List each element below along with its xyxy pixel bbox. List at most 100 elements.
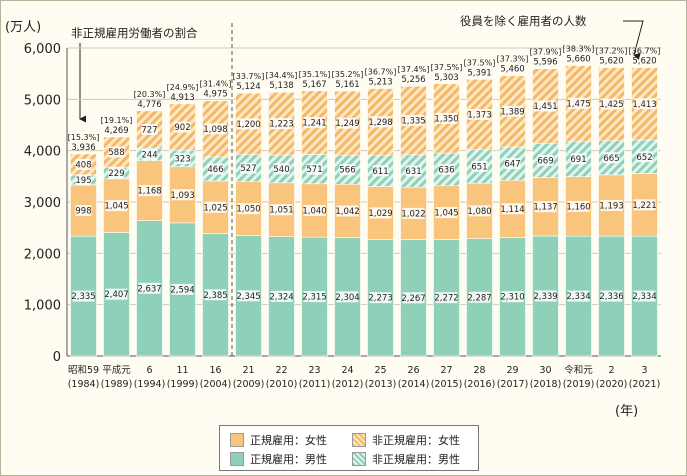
value-label-bg <box>303 117 326 129</box>
total-label: 4,975 <box>203 90 227 100</box>
bar-value-label: 669 <box>537 156 553 166</box>
value-label-bg <box>468 291 491 303</box>
value-label-bg <box>600 199 623 211</box>
value-label-bg <box>534 290 557 302</box>
bar-value-label: 647 <box>504 160 520 170</box>
bar-value-label: 195 <box>75 176 91 186</box>
x-tick-label: 24 <box>341 365 353 376</box>
bar-value-label: 244 <box>141 150 157 160</box>
value-label-bg <box>570 153 587 165</box>
value-label-bg <box>435 112 458 124</box>
total-label: 3,936 <box>71 143 95 153</box>
bar-value-label: 2,594 <box>170 285 194 295</box>
value-label-bg <box>369 116 392 128</box>
x-tick-year-label: (1989) <box>101 379 133 390</box>
value-label-bg <box>138 185 161 197</box>
bar-value-label: 2,267 <box>401 294 425 304</box>
x-tick-label: 29 <box>506 365 518 376</box>
bar-value-label: 651 <box>471 162 487 172</box>
bar-value-label: 2,345 <box>236 292 260 302</box>
total-label: 5,620 <box>599 57 623 67</box>
bar-value-label: 2,334 <box>632 292 656 302</box>
x-tick-year-label: (2013) <box>365 379 397 390</box>
value-label-bg <box>204 123 227 135</box>
total-label: 5,161 <box>335 80 359 90</box>
legend-label: 正規雇用：女性 <box>250 434 327 447</box>
value-label-bg <box>501 291 524 303</box>
bar-value-label: 1,137 <box>533 203 557 213</box>
total-annotation: 役員を除く雇用者の人数 <box>460 14 587 28</box>
bar-value-label: 1,080 <box>467 207 491 217</box>
total-label: 5,213 <box>368 77 392 87</box>
total-label: 5,138 <box>269 81 293 91</box>
value-label-bg <box>600 290 623 302</box>
value-label-bg <box>72 290 95 302</box>
bar-value-label: 1,093 <box>170 191 194 201</box>
y-tick-label: 1,000 <box>24 299 61 314</box>
total-label: 5,620 <box>632 57 656 67</box>
value-label-bg <box>534 100 557 112</box>
x-tick-year-label: (1984) <box>68 379 100 390</box>
x-tick-label: 11 <box>176 365 188 376</box>
bar-value-label: 631 <box>405 167 421 177</box>
value-label-bg <box>339 164 356 176</box>
ratio-label: [37.5%] <box>431 63 463 72</box>
value-label-bg <box>567 290 590 302</box>
bar-value-label: 998 <box>75 207 91 217</box>
x-tick-label: 23 <box>308 365 320 376</box>
bar-value-label: 1,025 <box>203 203 227 213</box>
bar-value-label: 1,335 <box>401 117 425 127</box>
value-label-bg <box>504 158 521 170</box>
bar-value-label: 1,029 <box>368 209 392 219</box>
bar-value-label: 2,310 <box>500 293 524 303</box>
legend-swatch <box>230 452 244 466</box>
bar-value-label: 727 <box>141 125 157 135</box>
bar-value-label: 323 <box>174 154 190 164</box>
value-label-bg <box>207 163 224 175</box>
value-label-bg <box>567 200 590 212</box>
total-label: 4,269 <box>104 126 128 136</box>
bar-value-label: 691 <box>570 155 586 165</box>
legend-item: 正規雇用：男性 <box>230 451 327 467</box>
value-label-bg <box>138 282 161 294</box>
unit-label: (万人) <box>5 20 41 35</box>
ratio-label: [31.4%] <box>200 80 232 89</box>
bar-value-label: 466 <box>207 165 223 175</box>
value-label-bg <box>600 98 623 110</box>
value-label-bg <box>603 152 620 164</box>
legend-label: 正規雇用：男性 <box>250 453 327 466</box>
ratio-label: [34.4%] <box>266 71 298 80</box>
total-label: 5,167 <box>302 80 326 90</box>
bar-value-label: 2,407 <box>104 290 128 300</box>
value-label-bg <box>204 201 227 213</box>
x-tick-label: 昭和59 <box>68 365 99 376</box>
bar-value-label: 902 <box>174 123 190 133</box>
bar-value-label: 1,200 <box>236 120 260 130</box>
legend-label: 非正規雇用：男性 <box>372 453 460 466</box>
bar-value-label: 1,425 <box>599 100 623 110</box>
bar-value-label: 1,040 <box>302 206 326 216</box>
bar-value-label: 1,042 <box>335 207 359 217</box>
bar-value-label: 527 <box>240 164 256 174</box>
total-label: 5,660 <box>566 54 590 64</box>
bar-value-label: 1,350 <box>434 114 458 124</box>
x-tick-label: 21 <box>242 365 254 376</box>
value-label-bg <box>303 204 326 216</box>
bar-value-label: 566 <box>339 166 355 176</box>
x-tick-label: 平成元 <box>102 364 131 376</box>
value-label-bg <box>372 165 389 177</box>
bar-value-label: 2,385 <box>203 291 227 301</box>
value-label-bg <box>402 292 425 304</box>
legend-label: 非正規雇用：女性 <box>372 434 460 447</box>
bar-value-label: 1,022 <box>401 209 425 219</box>
ratio-label: [37.2%] <box>596 47 628 56</box>
x-tick-year-label: (2012) <box>332 379 364 390</box>
bar-value-label: 2,339 <box>533 292 557 302</box>
bar-value-label: 611 <box>372 167 388 177</box>
value-label-bg <box>75 158 92 170</box>
bar-value-label: 665 <box>603 154 619 164</box>
ratio-label: [35.1%] <box>299 70 331 79</box>
x-tick-year-label: (2021) <box>629 379 661 390</box>
year-unit-label: (年) <box>615 404 638 419</box>
value-label-bg <box>501 105 524 117</box>
